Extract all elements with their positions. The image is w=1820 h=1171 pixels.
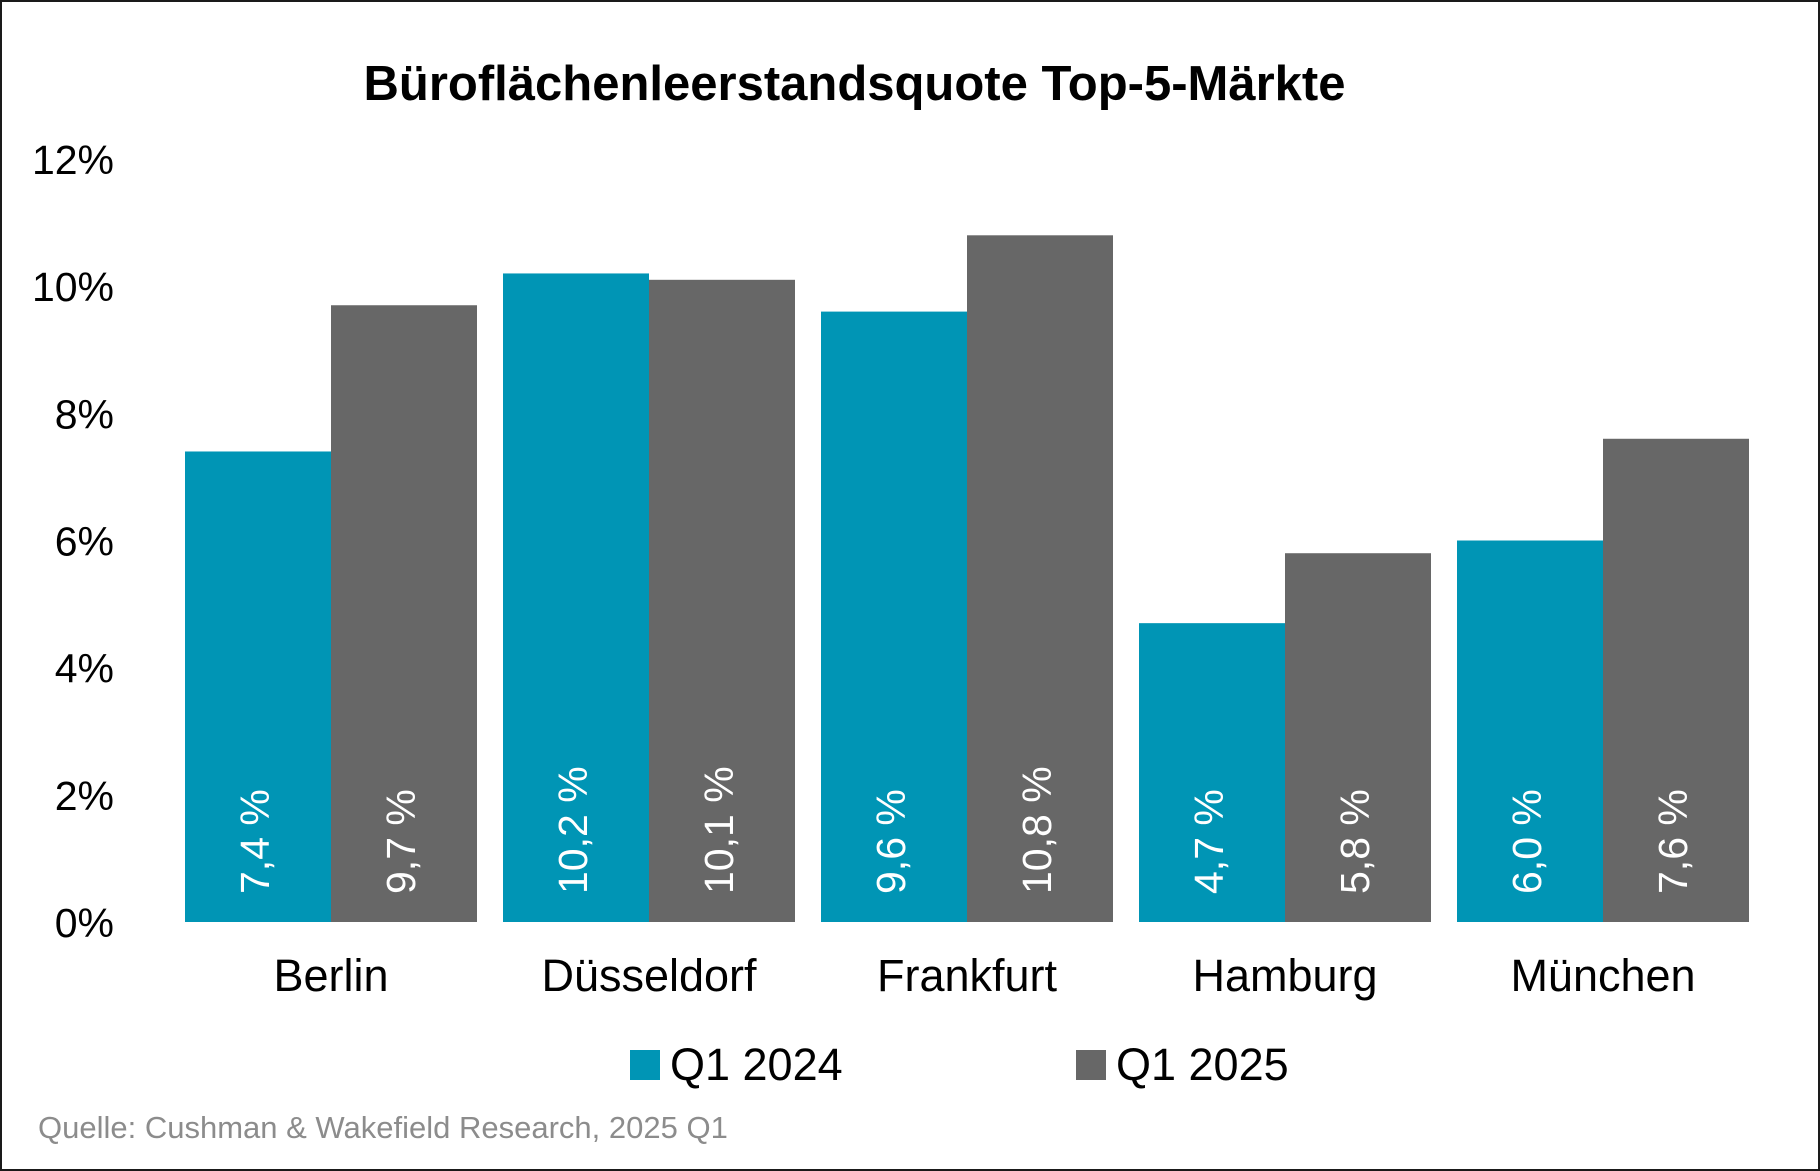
legend-swatch-q1-2025 (1076, 1050, 1106, 1080)
legend-item-q1-2024: Q1 2024 (630, 1039, 843, 1091)
bar-düsseldorf-q1-2024 (503, 273, 649, 922)
y-tick-label-3: 6% (55, 519, 114, 565)
bars (185, 235, 1749, 923)
bar-label-münchen-q1-2024: 6,0 % (1504, 789, 1550, 894)
y-tick-label-0: 0% (55, 900, 114, 946)
x-tick-label-hamburg: Hamburg (1192, 950, 1377, 1001)
bar-hamburg-q1-2025 (1285, 553, 1431, 922)
bar-düsseldorf-q1-2025 (649, 279, 795, 922)
bar-frankfurt-q1-2024 (821, 311, 967, 923)
bar-value-labels: 7,4 % 9,7 % 10,2 % 10,1 % 9,6 % 10,8 % 4,7 % 5,… (232, 766, 1696, 894)
bar-label-berlin-q1-2024: 7,4 % (232, 789, 278, 894)
y-axis-ticks: 0% 2% 4% 6% 8% 10% 12% (32, 137, 114, 946)
chart-title: Büroflächenleerstandsquote Top-5-Märkte (363, 57, 1346, 111)
legend-label-q1-2025: Q1 2025 (1116, 1039, 1289, 1090)
source-note: Quelle: Cushman & Wakefield Research, 20… (38, 1110, 728, 1145)
x-axis-labels: Berlin Düsseldorf Frankfurt Hamburg München (273, 950, 1695, 1001)
bar-frankfurt-q1-2025 (967, 235, 1113, 923)
bar-label-düsseldorf-q1-2025: 10,1 % (696, 766, 742, 894)
y-tick-label-2: 4% (55, 646, 114, 692)
x-tick-label-frankfurt: Frankfurt (877, 950, 1058, 1001)
y-tick-label-4: 8% (55, 391, 114, 437)
bar-münchen-q1-2024 (1457, 540, 1603, 922)
y-tick-label-6: 12% (32, 137, 114, 183)
bar-label-frankfurt-q1-2025: 10,8 % (1014, 766, 1060, 894)
bar-berlin-q1-2025 (331, 305, 477, 922)
bar-chart: 0% 2% 4% 6% 8% 10% 12% 7,4 % 9,7 % 10,2 % 10,1 % 9… (32, 137, 1749, 1001)
bar-label-düsseldorf-q1-2024: 10,2 % (550, 766, 596, 894)
legend-label-q1-2024: Q1 2024 (670, 1039, 843, 1090)
y-tick-label-5: 10% (32, 264, 114, 310)
x-tick-label-berlin: Berlin (273, 950, 388, 1001)
legend: Q1 2024 Q1 2025 (2, 1039, 1818, 1095)
bar-label-hamburg-q1-2024: 4,7 % (1186, 789, 1232, 894)
bar-label-münchen-q1-2025: 7,6 % (1650, 789, 1696, 894)
bar-hamburg-q1-2024 (1139, 623, 1285, 922)
x-tick-label-münchen: München (1510, 950, 1695, 1001)
bar-label-frankfurt-q1-2024: 9,6 % (868, 789, 914, 894)
bar-label-berlin-q1-2025: 9,7 % (378, 789, 424, 894)
x-tick-label-düsseldorf: Düsseldorf (541, 950, 757, 1001)
bar-label-hamburg-q1-2025: 5,8 % (1332, 789, 1378, 894)
bar-berlin-q1-2024 (185, 451, 331, 922)
legend-swatch-q1-2024 (630, 1050, 660, 1080)
y-tick-label-1: 2% (55, 773, 114, 819)
legend-item-q1-2025: Q1 2025 (1076, 1039, 1289, 1091)
bar-münchen-q1-2025 (1603, 438, 1749, 922)
